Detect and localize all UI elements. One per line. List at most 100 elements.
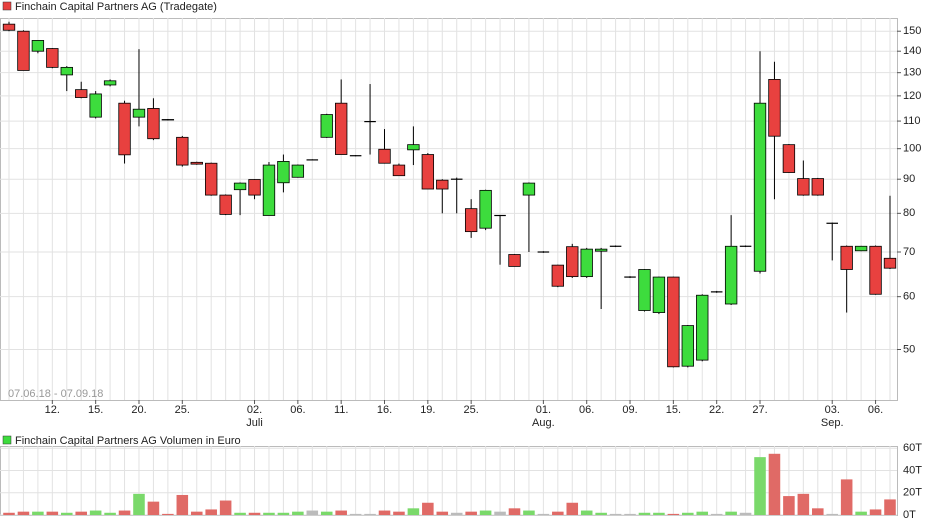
volume-bar (739, 512, 752, 515)
candle-body (652, 276, 666, 313)
candle-body (46, 48, 59, 68)
x-tick-label: 27. (752, 404, 767, 416)
x-tick-label: 25. (175, 404, 190, 416)
volume-bar (624, 513, 636, 515)
month-label: Sep. (821, 417, 844, 429)
y-tick-label: 90 (903, 173, 915, 185)
y-tick-label: 100 (903, 143, 921, 155)
volume-bar (422, 502, 434, 515)
volume-bar (508, 508, 521, 515)
candle-body (248, 179, 261, 196)
volume-bar (349, 513, 362, 515)
candle-body (566, 246, 579, 278)
volume-bar (682, 512, 694, 515)
volume-bar (320, 511, 333, 515)
candle-body (392, 164, 406, 177)
x-tick-label: 01. (536, 404, 551, 416)
y-tick-label: 60 (903, 291, 915, 303)
volume-bar (335, 510, 347, 515)
candle-body (840, 245, 853, 270)
x-tick-label: 22. (709, 404, 724, 416)
volume-bar (277, 512, 290, 515)
candle-body (118, 102, 131, 156)
candle-body (753, 102, 767, 272)
x-tick-label: 06. (579, 404, 594, 416)
candle-body (60, 66, 73, 76)
y-tick-label: 50 (903, 343, 915, 355)
y-tick-label: 80 (903, 207, 915, 219)
volume-bar (176, 494, 189, 515)
candle-body (811, 178, 824, 196)
volume-bar (378, 510, 391, 515)
volume-bar (537, 513, 550, 515)
volume-bar (725, 511, 737, 515)
candle-body (681, 325, 694, 367)
candle-body (724, 245, 738, 305)
x-tick-label: 02. (247, 404, 262, 416)
volume-bar (450, 512, 463, 515)
candle-body (219, 194, 232, 215)
candle-body (551, 264, 564, 287)
candle-body (378, 148, 391, 164)
candle-body (638, 269, 651, 311)
volume-bar (364, 513, 376, 515)
volume-bar (46, 511, 59, 515)
candle-body (782, 144, 796, 173)
volume-bar (754, 457, 766, 515)
candle-body (75, 89, 88, 98)
x-tick-label: 03. (825, 404, 840, 416)
x-tick-label: 20. (131, 404, 146, 416)
volume-title: Finchain Capital Partners AG Volumen in … (15, 435, 241, 447)
y-tick-label: 150 (903, 25, 921, 37)
candle-body (132, 108, 146, 118)
candle-body (320, 114, 333, 138)
y-tick-label: 60T (903, 442, 922, 454)
volume-bar (479, 510, 492, 515)
candle-body (103, 80, 117, 86)
volume-bar (147, 501, 160, 515)
volume-bar (609, 513, 622, 515)
plot-area (0, 18, 898, 401)
volume-bar (653, 512, 665, 515)
candle-body (464, 208, 478, 233)
volume-bar (248, 512, 261, 515)
volume-bar (812, 508, 824, 515)
volume-bar (855, 511, 867, 515)
volume-bar (104, 512, 116, 515)
candle-body (522, 182, 536, 196)
volume-bar (219, 500, 232, 515)
candle-body (580, 248, 593, 278)
volume-bar (840, 479, 853, 515)
volume-bar (580, 510, 593, 515)
legend-swatch (2, 435, 12, 445)
volume-bar (436, 511, 449, 515)
volume-bar (465, 511, 477, 515)
candle-body (262, 164, 276, 216)
volume-bar (234, 512, 246, 515)
volume-bar (552, 511, 564, 515)
volume-bar (696, 511, 709, 515)
x-tick-label: 15. (666, 404, 681, 416)
candle-body (89, 93, 102, 118)
candle-body (233, 182, 247, 191)
candle-body (2, 23, 16, 31)
candle-body (667, 276, 680, 368)
month-label: Juli (246, 417, 263, 429)
candle-body (508, 254, 521, 267)
y-tick-label: 20T (903, 487, 922, 499)
x-tick-label: 11. (334, 404, 348, 416)
volume-bar (595, 512, 607, 515)
legend-swatch (2, 1, 12, 11)
x-tick-label: 06. (868, 404, 883, 416)
volume-bar (118, 510, 131, 515)
volume-bar (783, 496, 795, 515)
volume-bar (292, 511, 304, 515)
volume-bar (205, 509, 217, 515)
volume-bar (797, 493, 810, 515)
volume-bar (133, 493, 145, 515)
volume-bar (60, 512, 73, 515)
volume-bar (393, 511, 405, 515)
volume-bar (494, 511, 506, 515)
volume-bar (3, 512, 15, 515)
